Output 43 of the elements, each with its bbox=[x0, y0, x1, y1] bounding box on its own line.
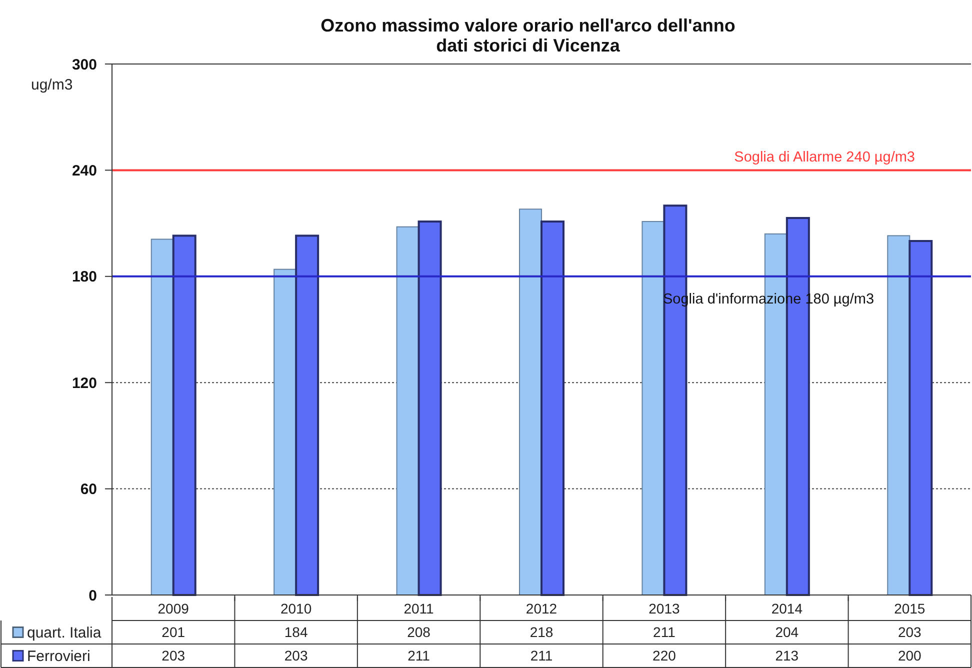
bar bbox=[274, 268, 297, 596]
data-label: 204 bbox=[775, 624, 799, 640]
bar bbox=[908, 240, 933, 596]
bar bbox=[519, 208, 542, 596]
x-tick-label: 2013 bbox=[648, 600, 680, 617]
y-tick-label: 180 bbox=[72, 268, 97, 286]
x-tick-label: 2009 bbox=[158, 600, 190, 617]
data-label: 184 bbox=[284, 624, 308, 640]
data-label: 208 bbox=[407, 624, 431, 640]
bar bbox=[295, 234, 320, 596]
data-label: 220 bbox=[652, 648, 676, 664]
data-label: 203 bbox=[162, 648, 186, 664]
y-tick-label: 300 bbox=[72, 56, 97, 74]
data-label: 203 bbox=[284, 648, 308, 664]
data-label: 218 bbox=[530, 624, 554, 640]
legend-label: quart. Italia bbox=[27, 624, 102, 642]
bar bbox=[887, 235, 910, 596]
x-tick-label: 2010 bbox=[280, 600, 312, 617]
bar bbox=[642, 221, 665, 596]
chart-title: Ozono massimo valore orario nell'arco dell'anno dati storici di Vicenza bbox=[320, 15, 736, 56]
data-label: 203 bbox=[898, 624, 922, 640]
y-tick-label: 240 bbox=[72, 162, 97, 180]
bar bbox=[150, 238, 174, 596]
bar bbox=[418, 220, 442, 596]
bar bbox=[540, 220, 564, 596]
data-label: 213 bbox=[775, 648, 799, 664]
data-label: 200 bbox=[898, 648, 922, 664]
ref-line-label: Soglia di Allarme 240 µg/m3 bbox=[734, 149, 915, 166]
y-tick-label: 0 bbox=[88, 587, 97, 604]
x-tick-label: 2015 bbox=[894, 600, 926, 617]
x-tick-label: 2014 bbox=[771, 600, 803, 617]
y-tick-label: 60 bbox=[80, 481, 97, 498]
x-tick-label: 2012 bbox=[526, 600, 558, 617]
bar bbox=[172, 234, 196, 596]
x-tick-label: 2011 bbox=[404, 600, 434, 617]
data-label: 211 bbox=[653, 624, 676, 640]
y-axis-title: ug/m3 bbox=[31, 76, 73, 94]
y-tick-label: 120 bbox=[72, 374, 97, 392]
legend-label: Ferrovieri bbox=[27, 648, 90, 665]
data-label: 211 bbox=[408, 648, 430, 664]
data-label: 201 bbox=[162, 624, 186, 640]
bar bbox=[396, 226, 420, 596]
data-label: 211 bbox=[530, 648, 553, 664]
